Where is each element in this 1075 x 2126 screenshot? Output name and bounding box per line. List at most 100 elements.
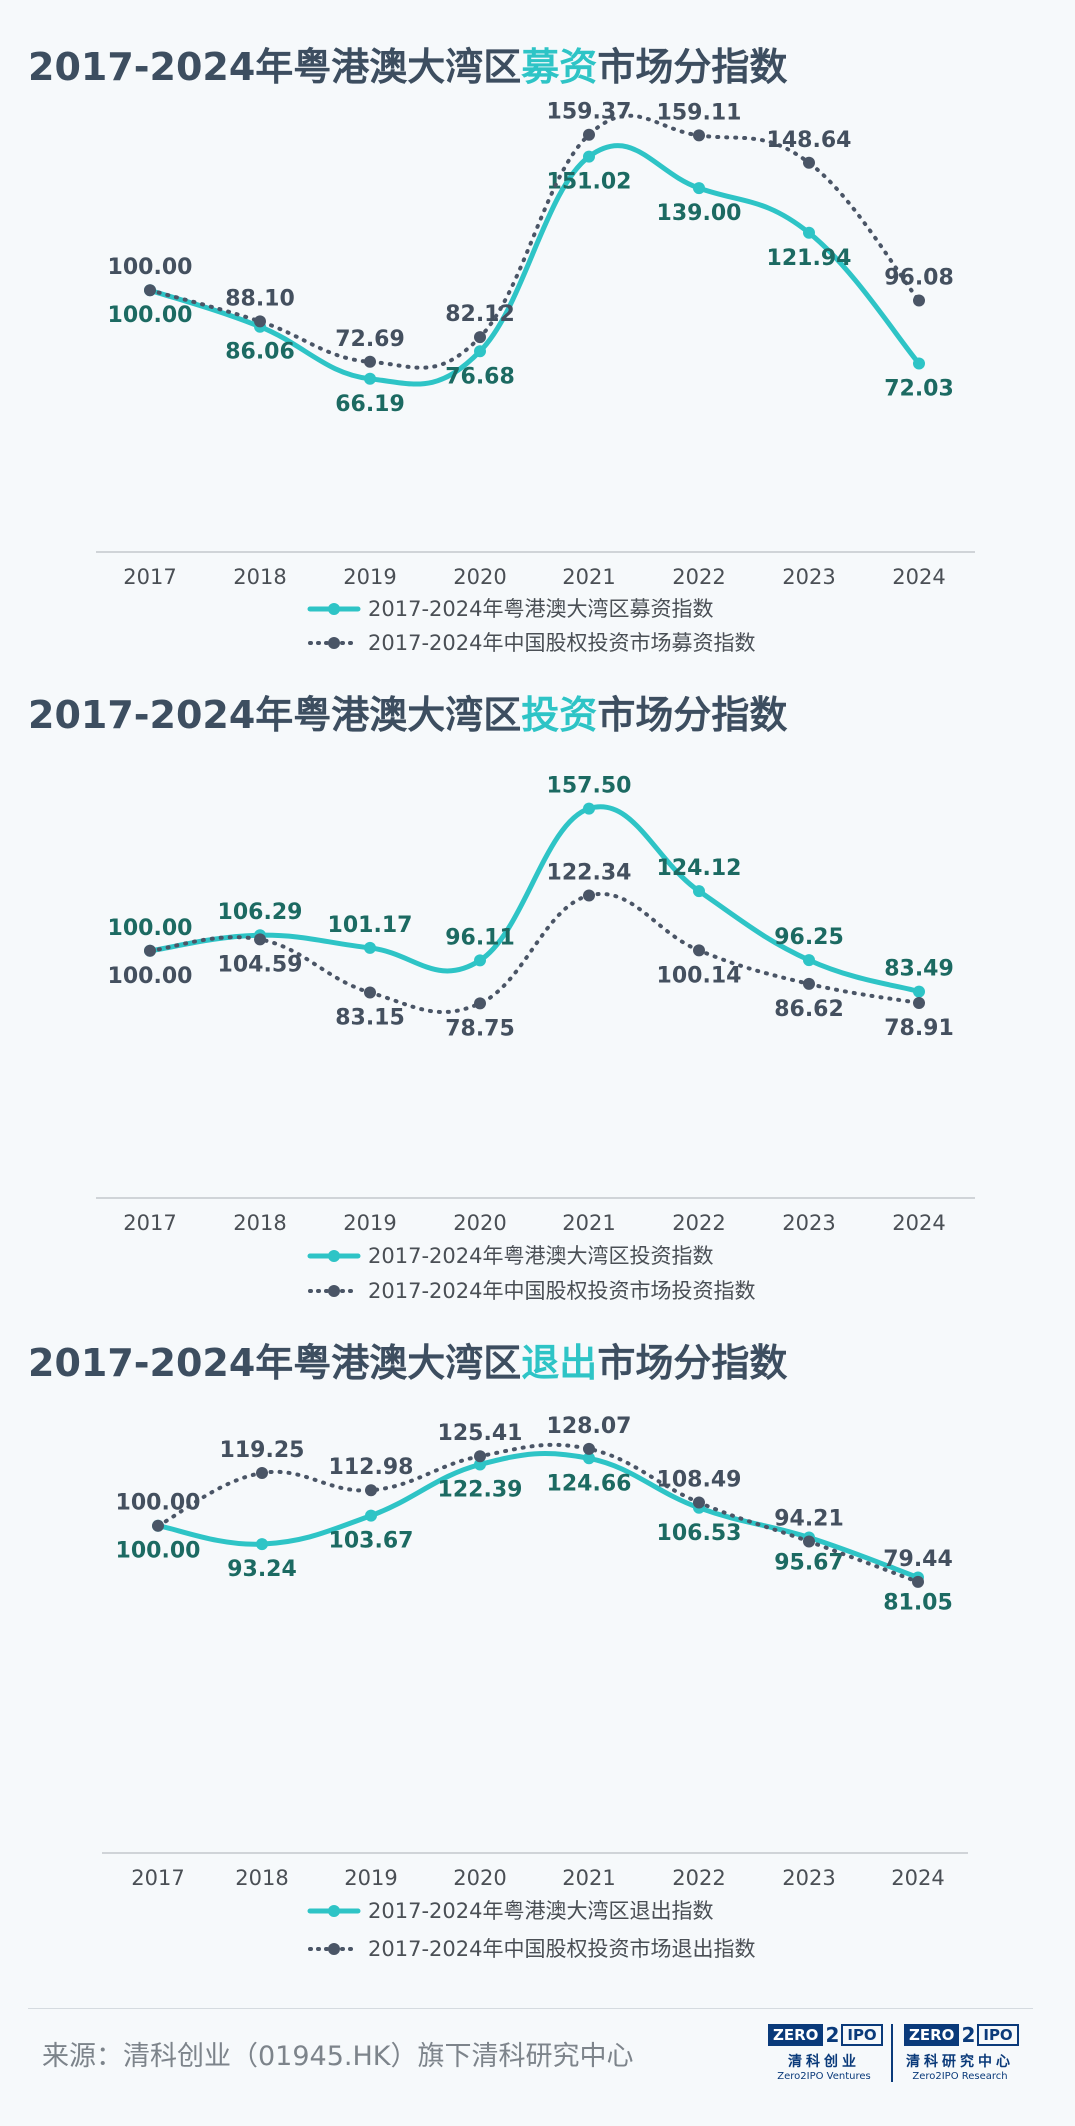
china-data-label: 104.59	[218, 952, 303, 977]
x-tick-label: 2021	[562, 1211, 615, 1235]
gba-data-point	[913, 357, 925, 370]
legend-label-china: 2017-2024年中国股权投资市场退出指数	[368, 1937, 755, 1961]
title-highlight: 退出	[521, 1341, 598, 1385]
legend-marker	[328, 1905, 340, 1917]
x-tick-label: 2017	[123, 565, 176, 589]
gba-data-point	[583, 802, 595, 815]
title-prefix: 2017-2024年粤港澳大湾区	[28, 693, 522, 737]
china-data-point	[803, 156, 815, 169]
gba-data-label: 100.00	[116, 1539, 201, 1564]
china-data-label: 119.25	[220, 1438, 305, 1463]
legend-label-china: 2017-2024年中国股权投资市场投资指数	[368, 1279, 755, 1303]
x-tick-label: 2019	[343, 565, 396, 589]
gba-data-label: 95.67	[774, 1551, 844, 1576]
gba-data-point	[693, 182, 705, 195]
gba-data-label: 157.50	[547, 774, 632, 799]
gba-series-line	[147, 804, 922, 995]
legend-label-gba: 2017-2024年粤港澳大湾区募资指数	[368, 597, 713, 621]
chart-title-fundraising: 2017-2024年粤港澳大湾区募资市场分指数	[28, 36, 787, 91]
legend-marker	[328, 1250, 340, 1262]
gba-data-label: 139.00	[657, 201, 742, 226]
china-data-label: 72.69	[335, 327, 405, 352]
china-data-label: 125.41	[438, 1421, 523, 1446]
china-data-label: 100.00	[108, 964, 193, 989]
x-tick-label: 2022	[672, 1211, 725, 1235]
china-data-label: 159.37	[547, 100, 632, 125]
gba-data-label: 96.25	[774, 925, 844, 950]
x-tick-label: 2017	[131, 1866, 184, 1890]
gba-data-point	[364, 941, 376, 954]
gba-series-line	[155, 1450, 921, 1580]
china-data-point	[256, 1467, 268, 1479]
x-tick-label: 2018	[233, 1211, 286, 1235]
gba-data-point	[803, 954, 815, 967]
china-data-label: 78.75	[445, 1016, 515, 1041]
china-data-point	[693, 129, 705, 142]
china-data-point	[803, 1535, 815, 1548]
legend-marker	[328, 1285, 340, 1297]
china-data-label: 112.98	[329, 1455, 414, 1480]
china-data-point	[144, 944, 156, 957]
gba-data-label: 124.66	[547, 1471, 632, 1496]
logo-ipo: IPO	[841, 2024, 883, 2046]
legend-label-gba: 2017-2024年粤港澳大湾区退出指数	[368, 1899, 713, 1923]
gba-data-label: 81.05	[883, 1591, 953, 1616]
china-data-point	[913, 997, 925, 1009]
gba-data-point	[474, 1458, 486, 1471]
china-data-label: 148.64	[767, 128, 852, 153]
china-data-label: 88.10	[225, 286, 295, 311]
gba-data-label: 83.49	[884, 957, 954, 982]
logo-two: 2	[961, 2023, 976, 2047]
logo-mark: ZERO 2 IPO	[768, 2022, 883, 2048]
gba-data-label: 122.39	[438, 1478, 523, 1503]
gba-data-point	[256, 1538, 268, 1551]
title-highlight: 募资	[521, 45, 598, 89]
legend-marker	[328, 1943, 340, 1955]
china-data-point	[583, 128, 595, 141]
legend-marker	[328, 603, 340, 615]
china-data-label: 100.14	[657, 963, 742, 988]
gba-data-label: 100.00	[108, 916, 193, 941]
gba-data-label: 121.94	[767, 246, 852, 271]
china-data-point	[152, 1519, 164, 1532]
title-suffix: 市场分指数	[597, 1341, 788, 1385]
china-data-point	[364, 355, 376, 368]
source-note: 来源：清科创业（01945.HK）旗下清科研究中心	[42, 2041, 634, 2072]
title-highlight: 投资	[521, 693, 598, 737]
gba-data-label: 100.00	[108, 303, 193, 328]
china-data-label: 128.07	[547, 1414, 632, 1439]
gba-data-label: 151.02	[547, 170, 632, 195]
x-tick-label: 2021	[562, 565, 615, 589]
gba-data-point	[693, 885, 705, 898]
china-data-point	[254, 933, 266, 946]
china-data-label: 86.62	[774, 997, 844, 1022]
china-data-point	[365, 1484, 377, 1497]
gba-data-label: 86.06	[225, 340, 295, 365]
gba-data-point	[474, 345, 486, 358]
gba-data-point	[583, 1452, 595, 1465]
zero2ipo-ventures-logo: ZERO 2 IPO 清科创业 Zero2IPO Ventures	[768, 2022, 883, 2084]
x-tick-label: 2024	[892, 1211, 945, 1235]
title-suffix: 市场分指数	[597, 693, 788, 737]
china-data-label: 96.08	[884, 266, 954, 291]
title-suffix: 市场分指数	[597, 45, 788, 89]
china-data-label: 100.00	[116, 1491, 201, 1516]
x-tick-label: 2020	[453, 1866, 506, 1890]
gba-data-label: 72.03	[884, 377, 954, 402]
china-data-point	[583, 1442, 595, 1455]
gba-data-label: 106.29	[218, 900, 303, 925]
china-data-point	[144, 284, 156, 297]
x-tick-label: 2018	[233, 565, 286, 589]
china-data-point	[693, 1496, 705, 1509]
legend-label-gba: 2017-2024年粤港澳大湾区投资指数	[368, 1244, 713, 1268]
gba-data-label: 93.24	[227, 1557, 297, 1582]
china-data-point	[913, 294, 925, 307]
logo-two: 2	[825, 2023, 840, 2047]
x-tick-label: 2022	[672, 565, 725, 589]
gba-data-label: 101.17	[328, 913, 413, 938]
china-series-line	[148, 892, 921, 1015]
china-data-point	[474, 1450, 486, 1463]
china-series-line	[156, 1442, 920, 1584]
gba-data-point	[913, 985, 925, 998]
china-data-label: 83.15	[335, 1006, 405, 1031]
